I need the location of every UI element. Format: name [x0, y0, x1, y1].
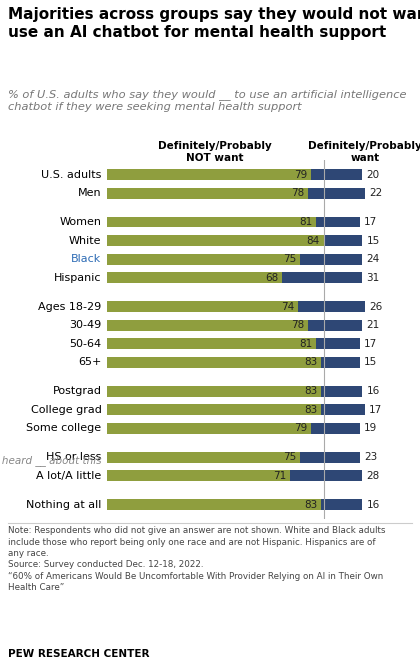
- Text: 24: 24: [366, 254, 380, 264]
- Bar: [107, 423, 311, 434]
- Text: 21: 21: [366, 320, 380, 330]
- Bar: [107, 188, 308, 198]
- Bar: [107, 452, 300, 463]
- Text: Nothing at all: Nothing at all: [26, 500, 102, 509]
- Text: 81: 81: [299, 339, 312, 349]
- Text: Postgrad: Postgrad: [52, 386, 102, 396]
- Text: 23: 23: [364, 452, 377, 462]
- Text: College grad: College grad: [31, 405, 102, 415]
- Text: 20: 20: [366, 170, 380, 180]
- Bar: [321, 386, 362, 397]
- Text: 17: 17: [364, 339, 377, 349]
- Text: 19: 19: [364, 424, 377, 434]
- Bar: [298, 301, 365, 312]
- Bar: [107, 254, 300, 264]
- Bar: [300, 452, 360, 463]
- Text: 15: 15: [366, 236, 380, 246]
- Bar: [321, 500, 362, 510]
- Bar: [316, 338, 360, 349]
- Text: 83: 83: [304, 500, 317, 509]
- Bar: [107, 216, 316, 228]
- Text: Note: Respondents who did not give an answer are not shown. White and Black adul: Note: Respondents who did not give an an…: [8, 526, 386, 592]
- Text: 84: 84: [307, 236, 320, 246]
- Text: 75: 75: [284, 254, 297, 264]
- Text: PEW RESEARCH CENTER: PEW RESEARCH CENTER: [8, 649, 150, 659]
- Text: 26: 26: [369, 302, 382, 312]
- Text: Some college: Some college: [26, 424, 102, 434]
- Text: 74: 74: [281, 302, 294, 312]
- Text: 68: 68: [265, 273, 278, 283]
- Text: 28: 28: [366, 471, 380, 481]
- Text: Majorities across groups say they would not want to
use an AI chatbot for mental: Majorities across groups say they would …: [8, 7, 420, 40]
- Bar: [107, 357, 321, 368]
- Bar: [308, 320, 362, 330]
- Text: 16: 16: [366, 500, 380, 509]
- Bar: [282, 272, 362, 283]
- Text: Women: Women: [60, 217, 102, 227]
- Bar: [107, 272, 282, 283]
- Bar: [107, 500, 321, 510]
- Text: 78: 78: [291, 320, 304, 330]
- Bar: [107, 404, 321, 415]
- Bar: [308, 188, 365, 198]
- Bar: [321, 357, 360, 368]
- Text: 15: 15: [364, 358, 377, 368]
- Text: 65+: 65+: [78, 358, 102, 368]
- Text: 71: 71: [273, 471, 286, 481]
- Bar: [324, 235, 362, 246]
- Text: Hispanic: Hispanic: [54, 273, 102, 283]
- Bar: [107, 320, 308, 330]
- Text: 75: 75: [284, 452, 297, 462]
- Text: Men: Men: [78, 188, 102, 198]
- Text: 17: 17: [369, 405, 382, 415]
- Bar: [107, 169, 311, 180]
- Bar: [107, 338, 316, 349]
- Bar: [311, 423, 360, 434]
- Text: 78: 78: [291, 188, 304, 198]
- Bar: [107, 470, 290, 482]
- Text: 31: 31: [366, 273, 380, 283]
- Text: U.S. adults: U.S. adults: [41, 170, 102, 180]
- Text: 16: 16: [366, 386, 380, 396]
- Text: 83: 83: [304, 386, 317, 396]
- Text: Black: Black: [71, 254, 102, 264]
- Text: Have heard __ about this: Have heard __ about this: [0, 455, 102, 466]
- Text: A lot/A little: A lot/A little: [36, 471, 102, 481]
- Text: 50-64: 50-64: [69, 339, 102, 349]
- Text: 83: 83: [304, 358, 317, 368]
- Bar: [107, 386, 321, 397]
- Text: White: White: [69, 236, 102, 246]
- Text: Ages 18-29: Ages 18-29: [38, 302, 102, 312]
- Text: 30-49: 30-49: [69, 320, 102, 330]
- Text: % of U.S. adults who say they would __ to use an artificial intelligence
chatbot: % of U.S. adults who say they would __ t…: [8, 89, 407, 112]
- Text: HS or less: HS or less: [46, 452, 102, 462]
- Bar: [290, 470, 362, 482]
- Bar: [321, 404, 365, 415]
- Bar: [107, 235, 324, 246]
- Bar: [300, 254, 362, 264]
- Bar: [311, 169, 362, 180]
- Text: 79: 79: [294, 424, 307, 434]
- Text: 83: 83: [304, 405, 317, 415]
- Bar: [316, 216, 360, 228]
- Text: 22: 22: [369, 188, 382, 198]
- Text: Definitely/Probably
want: Definitely/Probably want: [308, 141, 420, 163]
- Text: 81: 81: [299, 217, 312, 227]
- Text: Definitely/Probably
NOT want: Definitely/Probably NOT want: [158, 141, 272, 163]
- Text: 79: 79: [294, 170, 307, 180]
- Bar: [107, 301, 298, 312]
- Text: 17: 17: [364, 217, 377, 227]
